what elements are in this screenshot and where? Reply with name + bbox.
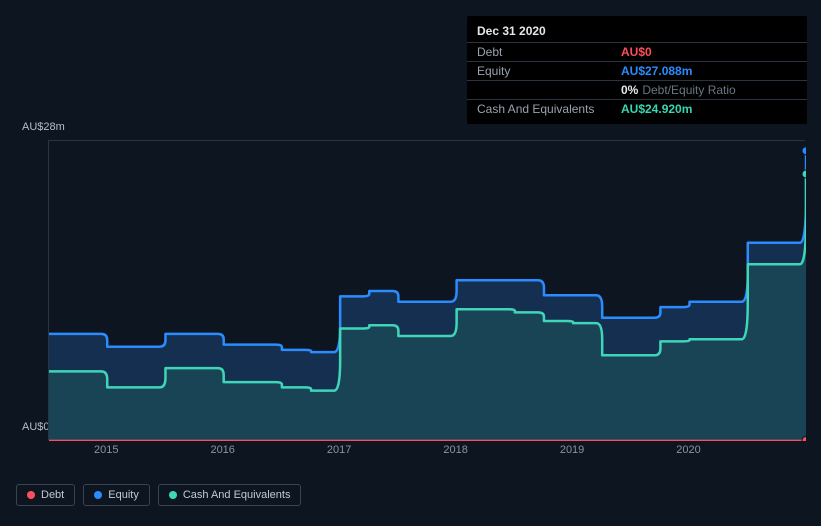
legend-label: Debt xyxy=(41,489,64,501)
x-tick: 2016 xyxy=(210,444,234,456)
tooltip-label: Debt xyxy=(477,45,502,59)
tooltip-row-cash: Cash And Equivalents AU$24.920m xyxy=(467,99,807,118)
y-axis-max-label: AU$28m xyxy=(22,122,65,133)
legend-label: Cash And Equivalents xyxy=(183,489,291,501)
legend-swatch-cash xyxy=(169,491,177,499)
tooltip-value-cash: AU$24.920m xyxy=(621,102,797,116)
tooltip-row-equity: Equity AU$27.088m xyxy=(467,61,807,80)
ratio-pct: 0% xyxy=(621,83,638,97)
chart: AU$28m AU$0 2015 2016 2017 2018 2019 2020 xyxy=(16,122,805,462)
x-axis-ticks: 2015 2016 2017 2018 2019 2020 xyxy=(48,444,805,464)
ratio-label: Debt/Equity Ratio xyxy=(642,83,735,97)
tooltip-date: Dec 31 2020 xyxy=(467,22,807,42)
x-tick: 2019 xyxy=(560,444,584,456)
tooltip-label: Equity xyxy=(477,64,510,78)
legend-swatch-equity xyxy=(94,491,102,499)
legend-item-equity[interactable]: Equity xyxy=(83,484,150,506)
tooltip-panel: Dec 31 2020 Debt AU$0 Equity AU$27.088m … xyxy=(467,16,807,124)
legend: Debt Equity Cash And Equivalents xyxy=(16,484,301,506)
x-tick: 2015 xyxy=(94,444,118,456)
plot-area[interactable] xyxy=(48,140,805,440)
legend-item-cash[interactable]: Cash And Equivalents xyxy=(158,484,302,506)
x-tick: 2020 xyxy=(676,444,700,456)
y-axis-min-label: AU$0 xyxy=(22,422,50,433)
legend-swatch-debt xyxy=(27,491,35,499)
tooltip-row-debt: Debt AU$0 xyxy=(467,42,807,61)
tooltip-value-debt: AU$0 xyxy=(621,45,797,59)
x-tick: 2017 xyxy=(327,444,351,456)
legend-label: Equity xyxy=(108,489,139,501)
tooltip-value-equity: AU$27.088m xyxy=(621,64,797,78)
legend-item-debt[interactable]: Debt xyxy=(16,484,75,506)
tooltip-label: Cash And Equivalents xyxy=(477,102,594,116)
chart-svg xyxy=(49,141,806,441)
tooltip-value-ratio: 0% Debt/Equity Ratio xyxy=(621,83,797,97)
x-tick: 2018 xyxy=(443,444,467,456)
tooltip-row-ratio: 0% Debt/Equity Ratio xyxy=(467,80,807,99)
